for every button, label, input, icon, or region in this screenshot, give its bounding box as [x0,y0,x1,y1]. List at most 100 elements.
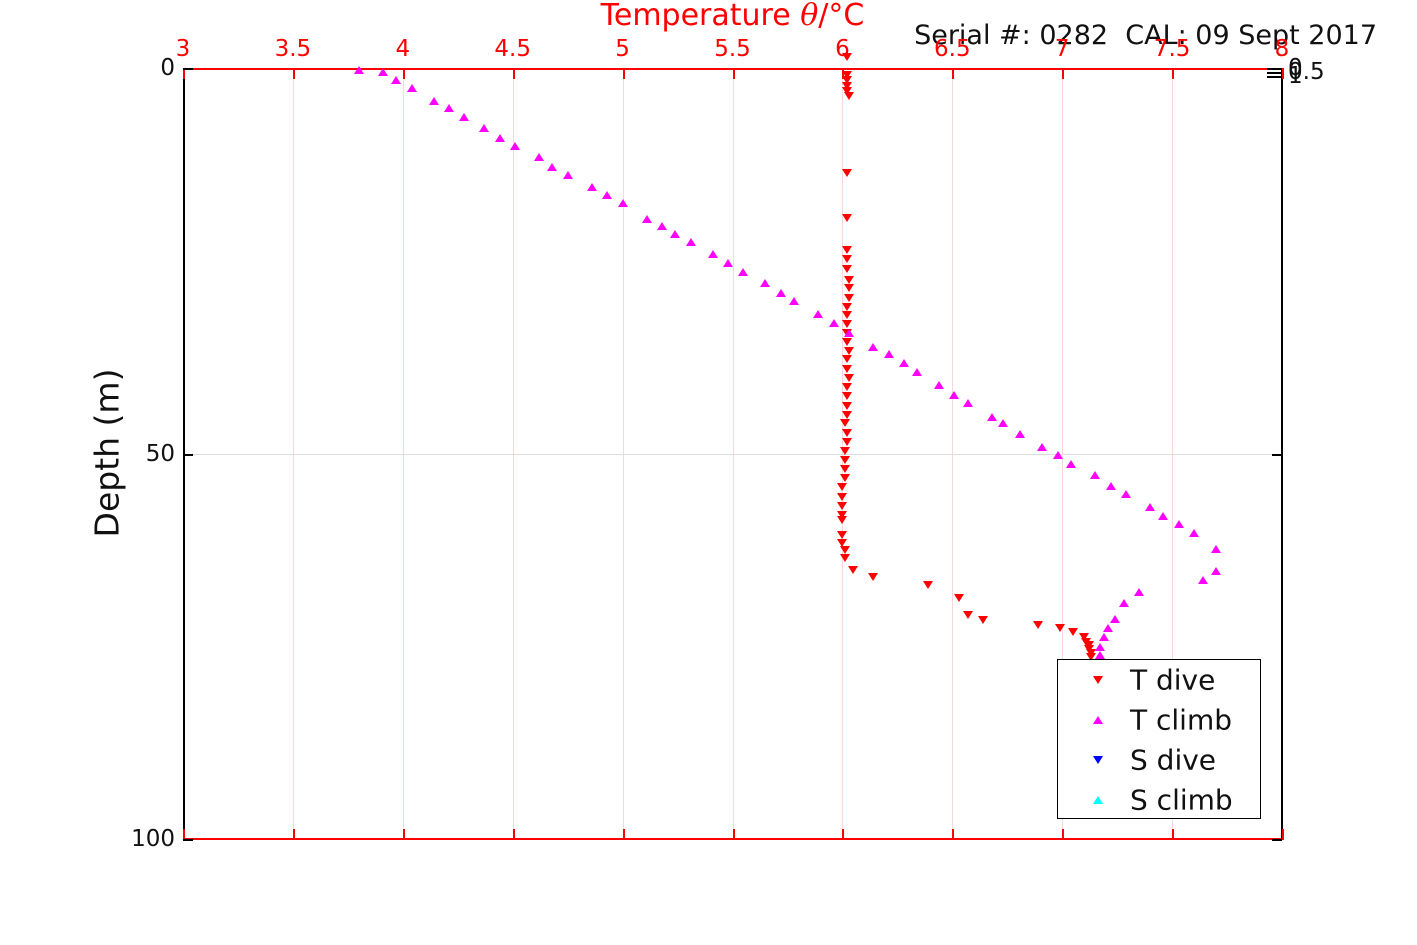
x-axis-tick-top [183,68,185,79]
data-point-marker [841,265,852,274]
right-axis-tick-label: 1 [1288,62,1303,89]
data-point-marker [843,293,854,302]
x-axis-tick-bottom [952,829,955,840]
y-axis-tick-left [183,68,193,70]
x-axis-tick-top [1062,68,1065,79]
y-tick-label: 0 [160,55,175,81]
data-point-marker [670,229,681,238]
legend-label: S climb [1130,783,1233,817]
data-point-marker [1211,566,1222,575]
x-tick-label: 5 [615,36,630,62]
data-point-marker [1094,650,1105,659]
x-axis-tick-bottom [292,829,295,840]
horizontal-gridline [183,453,1282,455]
data-point-marker [586,182,597,191]
chart-title: Temperature θ/°C [0,0,1417,33]
data-point-marker [841,437,852,446]
data-point-marker [760,279,771,288]
data-point-marker [841,87,852,96]
x-tick-label: 6.5 [934,36,971,62]
y-tick-label: 50 [145,440,175,467]
data-point-marker [841,53,852,62]
data-point-marker [641,215,652,224]
x-axis-tick-bottom [1062,829,1065,840]
data-point-marker [562,171,573,180]
data-point-marker [1109,615,1120,624]
data-point-marker [841,364,852,373]
data-point-marker [1068,628,1079,637]
data-point-marker [839,419,850,428]
data-point-marker [1098,632,1109,641]
data-point-marker [839,464,850,473]
x-axis-tick-bottom [842,829,845,840]
data-point-marker [978,616,989,625]
data-point-marker [923,580,934,589]
x-axis-tick-bottom [402,829,405,840]
data-point-marker [494,134,505,143]
data-point-marker [841,303,852,311]
data-point-marker [843,91,854,100]
x-tick-label: 4.5 [494,36,531,62]
data-point-marker [775,289,786,298]
x-tick-label: 5.5 [714,36,751,62]
data-point-marker [813,309,824,318]
legend-item-s-dive: S dive [1058,740,1260,780]
data-point-marker [1120,490,1131,499]
x-axis-tick-bottom [183,829,185,840]
legend-label: T climb [1130,703,1233,737]
data-point-marker [1085,653,1096,662]
data-point-marker [839,545,850,554]
data-point-marker [953,593,964,602]
data-point-marker [839,554,850,563]
data-point-marker [843,276,854,285]
x-tick-label: 4 [395,36,411,62]
data-point-marker [406,84,417,93]
data-point-marker [841,213,852,222]
data-point-marker [898,359,909,368]
data-point-marker [962,610,973,619]
data-point-marker [479,124,490,133]
data-point-marker [1145,502,1156,511]
data-point-marker [841,428,852,437]
data-point-marker [949,390,960,399]
data-point-marker [1211,545,1222,554]
data-point-marker [986,413,997,422]
data-point-marker [839,456,850,465]
data-point-marker [841,392,852,401]
data-point-marker [837,531,848,540]
data-point-marker [883,350,894,359]
data-point-marker [868,343,879,352]
data-point-marker [1103,623,1114,632]
x-tick-label: 3.5 [274,36,312,62]
data-point-marker [1094,643,1105,652]
data-point-marker [837,515,848,524]
data-point-marker [841,76,852,85]
data-point-marker [534,152,545,161]
data-point-marker [1090,471,1101,480]
data-point-marker [1079,632,1090,641]
triangle-up-icon [1093,716,1103,724]
data-point-marker [828,319,839,328]
data-point-marker [841,383,852,392]
data-point-marker [547,162,558,171]
data-point-marker [841,355,852,364]
data-point-marker [841,168,852,177]
y-axis-tick-left [183,453,193,456]
data-point-marker [841,401,852,410]
data-point-marker [1033,620,1044,629]
data-point-marker [1118,599,1129,608]
triangle-down-icon [1093,756,1103,764]
data-point-marker [428,97,439,106]
x-axis-tick-bottom [1172,829,1175,840]
data-point-marker [841,81,852,90]
right-axis-tick [1267,71,1282,74]
legend-item-s-climb: S climb [1058,780,1260,820]
x-axis-tick-top [512,68,515,79]
x-axis-tick-top [952,68,955,79]
y-axis-tick-left [183,839,193,841]
theta-symbol: θ [800,0,819,33]
data-point-marker [837,538,848,547]
legend-label: S dive [1130,743,1217,777]
x-axis-tick-bottom [622,829,625,840]
